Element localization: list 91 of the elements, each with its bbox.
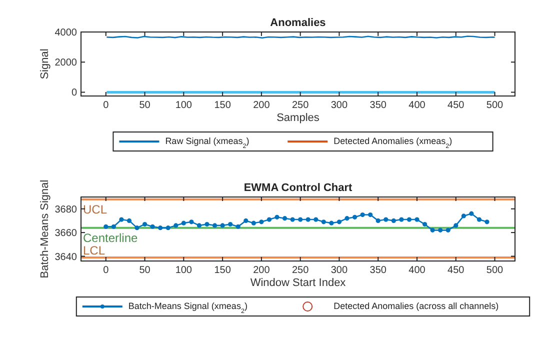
y-tick-label: 2000 <box>54 58 78 69</box>
point <box>352 214 358 220</box>
y-tick-label: 0 <box>71 88 78 99</box>
x-tick-label: 300 <box>330 100 348 111</box>
chart-title: Anomalies <box>270 17 326 29</box>
y-axis-title: Signal <box>39 48 51 80</box>
point <box>181 220 186 226</box>
point <box>461 214 466 218</box>
x-tick-label: 50 <box>139 265 151 276</box>
legend-label: Batch-Means Signal (xmeas$_{2}$) <box>128 301 248 314</box>
ref-line-label: LCL <box>83 243 106 258</box>
point <box>244 218 248 224</box>
y-tick-label: 3680 <box>54 204 78 216</box>
x-tick-label: 100 <box>175 100 192 111</box>
point <box>454 223 458 228</box>
point <box>204 222 210 227</box>
point <box>228 222 233 227</box>
point <box>266 217 272 222</box>
x-tick-label: 250 <box>292 100 310 111</box>
x-tick-label: 250 <box>292 265 310 276</box>
point <box>344 216 350 221</box>
x-tick-label: 200 <box>253 265 270 276</box>
point <box>251 220 256 226</box>
point <box>174 223 178 228</box>
point <box>384 217 388 222</box>
point <box>414 217 420 222</box>
x-tick-label: 150 <box>214 265 232 276</box>
point <box>469 211 474 216</box>
x-tick-label: 350 <box>370 265 387 276</box>
y-axis-title: Batch-Means Signal <box>39 180 51 278</box>
x-axis-title: Samples <box>276 112 320 124</box>
point <box>189 220 194 224</box>
point <box>368 212 373 218</box>
x-tick-label: 300 <box>330 265 348 276</box>
point <box>329 220 334 226</box>
point <box>406 217 412 222</box>
point <box>158 226 163 230</box>
point <box>150 224 155 229</box>
point <box>166 226 170 230</box>
point <box>306 217 310 222</box>
ref-line-label: UCL <box>83 202 108 216</box>
point <box>111 224 116 229</box>
point <box>298 217 303 222</box>
x-tick-label: 0 <box>103 265 110 276</box>
point <box>446 228 450 232</box>
point <box>438 228 443 232</box>
x-tick-label: 450 <box>448 265 465 276</box>
x-tick-label: 50 <box>139 100 151 111</box>
point <box>290 217 295 222</box>
x-tick-label: 400 <box>408 265 426 276</box>
x-tick-label: 0 <box>103 100 110 111</box>
point <box>119 217 124 222</box>
point <box>196 223 202 228</box>
chart-title: EWMA Control Chart <box>244 182 353 194</box>
x-tick-label: 100 <box>175 265 192 276</box>
x-tick-label: 400 <box>408 100 426 111</box>
x-axis-title: Window Start Index <box>250 277 346 289</box>
ref-line-label: Centerline <box>83 230 138 245</box>
point <box>430 228 435 232</box>
point <box>476 217 482 222</box>
point <box>236 224 240 229</box>
point <box>274 214 280 220</box>
point <box>282 216 288 221</box>
point <box>259 220 264 224</box>
point <box>314 217 318 222</box>
x-tick-label: 500 <box>486 100 504 111</box>
point <box>422 222 428 227</box>
point <box>399 217 404 222</box>
point <box>134 226 140 230</box>
point <box>484 220 490 224</box>
point <box>336 220 342 224</box>
x-tick-label: 150 <box>214 100 232 111</box>
y-tick-label: 4000 <box>54 28 78 38</box>
point <box>104 224 108 229</box>
point <box>321 220 326 224</box>
point <box>126 218 132 224</box>
x-tick-label: 500 <box>486 265 504 276</box>
y-tick-label: 3640 <box>54 252 78 263</box>
point <box>391 218 396 224</box>
legend-label: Detected Anomalies (xmeas$_{2}$) <box>334 136 452 150</box>
y-tick-label: 3660 <box>54 228 78 240</box>
point <box>220 223 225 228</box>
point <box>212 223 218 228</box>
point <box>360 212 365 218</box>
legend-label: Raw Signal (xmeas$_{2}$) <box>165 136 250 150</box>
x-tick-label: 450 <box>448 100 465 111</box>
legend-label: Detected Anomalies (across all channels) <box>334 301 499 311</box>
x-tick-label: 200 <box>253 100 270 111</box>
point <box>376 218 380 224</box>
point <box>142 222 148 227</box>
x-tick-label: 350 <box>370 100 387 111</box>
